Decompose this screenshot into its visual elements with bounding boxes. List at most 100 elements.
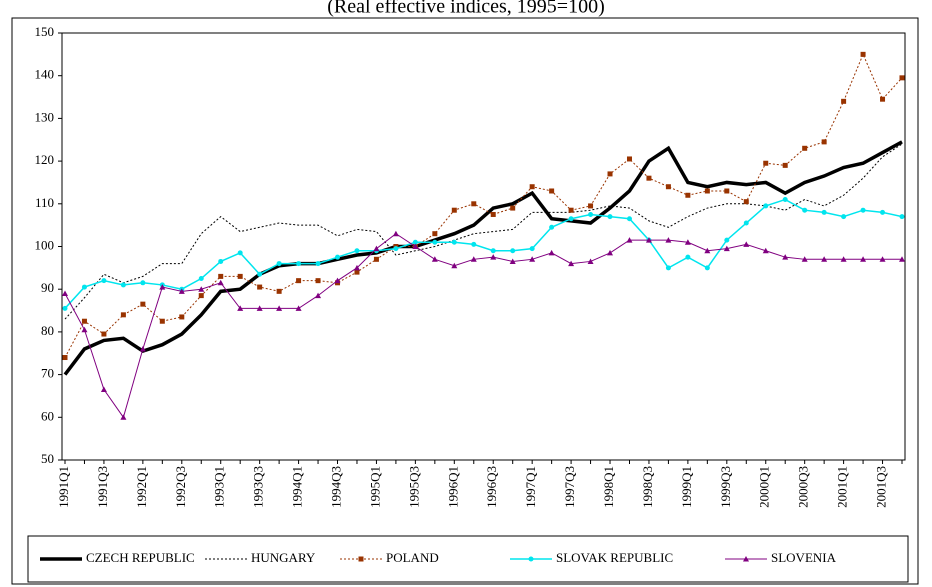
point <box>120 312 126 318</box>
point <box>626 156 632 162</box>
point <box>315 292 322 299</box>
point <box>704 247 711 254</box>
point <box>179 314 185 320</box>
legend-marker <box>358 556 364 562</box>
x-tick-label: 2000Q1 <box>757 466 772 508</box>
y-tick-label: 50 <box>41 451 54 466</box>
point <box>821 256 828 262</box>
point <box>568 260 575 267</box>
point <box>120 414 127 420</box>
point <box>393 246 399 252</box>
point <box>471 241 477 247</box>
point <box>470 256 477 262</box>
x-tick-label: 1998Q1 <box>601 466 616 508</box>
point <box>276 288 282 294</box>
point <box>860 256 867 262</box>
x-tick-label: 1994Q1 <box>290 466 305 508</box>
series-line <box>64 53 903 358</box>
y-tick-label: 150 <box>35 24 55 39</box>
point <box>607 249 614 256</box>
point <box>568 207 574 213</box>
point <box>607 171 613 177</box>
point <box>490 248 496 254</box>
point <box>743 220 749 226</box>
point <box>257 271 263 277</box>
x-tick-label: 2001Q3 <box>874 466 889 508</box>
point <box>899 256 905 262</box>
point <box>431 256 438 262</box>
x-tick-label: 2001Q1 <box>835 466 850 508</box>
y-tick-label: 130 <box>35 109 55 124</box>
point <box>256 305 263 311</box>
point <box>821 139 827 145</box>
point <box>763 160 769 166</box>
point <box>626 216 632 222</box>
point <box>880 209 886 215</box>
point <box>588 211 594 217</box>
point <box>782 254 789 260</box>
chart-subtitle: (Real effective indices, 1995=100) <box>327 0 604 18</box>
point <box>782 162 788 168</box>
point <box>62 355 68 361</box>
point <box>509 258 516 264</box>
x-tick-label: 1997Q1 <box>523 466 538 508</box>
x-tick-label: 1994Q3 <box>328 466 343 508</box>
point <box>257 284 263 290</box>
point <box>62 305 68 311</box>
point <box>373 245 380 252</box>
point <box>841 98 847 104</box>
point <box>860 51 866 57</box>
legend-label: SLOVAK REPUBLIC <box>556 550 673 565</box>
point <box>743 199 749 205</box>
point <box>510 205 516 211</box>
point <box>140 301 146 307</box>
legend-marker <box>743 556 749 562</box>
x-tick-label: 1992Q3 <box>173 466 188 508</box>
x-tick-label: 1995Q3 <box>406 466 421 508</box>
x-tick-label: 1991Q3 <box>95 466 110 508</box>
point <box>645 237 652 243</box>
point <box>685 254 691 260</box>
point <box>412 243 419 249</box>
series-line <box>64 233 902 419</box>
point <box>723 245 730 252</box>
legend-marker <box>528 556 534 562</box>
legend-label: POLAND <box>386 550 439 565</box>
x-tick-label: 1998Q3 <box>640 466 655 508</box>
legend-label: HUNGARY <box>251 550 316 565</box>
point <box>549 224 555 230</box>
point <box>432 239 438 245</box>
x-tick-label: 2000Q3 <box>796 466 811 508</box>
point <box>588 203 594 209</box>
point <box>198 293 204 299</box>
y-tick-label: 90 <box>41 280 54 295</box>
point <box>899 214 905 220</box>
point <box>217 279 224 286</box>
point <box>335 254 341 260</box>
point <box>490 211 496 217</box>
point <box>665 265 671 271</box>
point <box>237 250 243 256</box>
y-tick-label: 80 <box>41 323 54 338</box>
legend-label: CZECH REPUBLIC <box>86 550 195 565</box>
point <box>899 75 905 81</box>
point <box>198 276 204 282</box>
point <box>198 286 205 292</box>
point <box>782 197 788 203</box>
point <box>140 280 146 286</box>
point <box>81 318 87 324</box>
point <box>510 248 516 254</box>
point <box>685 192 691 198</box>
point <box>296 261 302 267</box>
point <box>159 318 165 324</box>
point <box>178 288 185 294</box>
x-tick-label: 1999Q1 <box>679 466 694 508</box>
point <box>315 278 321 284</box>
chart-frame <box>11 17 919 585</box>
point <box>100 386 107 393</box>
plot-frame <box>61 32 906 461</box>
x-tick-label: 1999Q3 <box>718 466 733 508</box>
point <box>724 188 730 194</box>
point <box>296 278 302 284</box>
point <box>276 305 283 311</box>
